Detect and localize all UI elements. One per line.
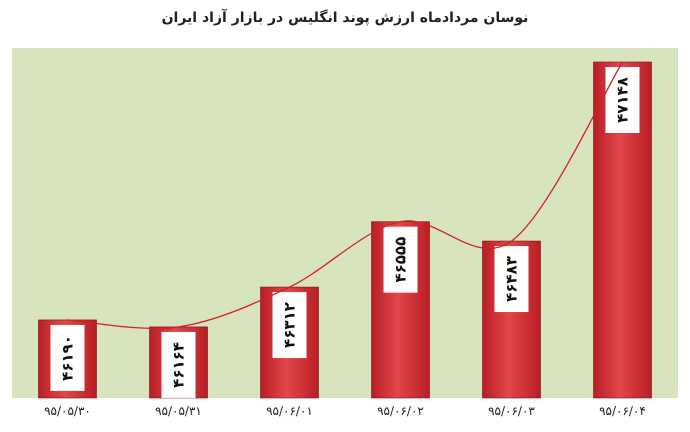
data-label-box	[605, 67, 640, 133]
data-label: ۴۶۴۸۳	[503, 256, 521, 302]
data-label-box	[161, 331, 196, 398]
data-label-box	[272, 292, 307, 359]
data-label-box	[50, 324, 85, 391]
x-tick-label: ۹۵/۰۶/۰۱	[266, 404, 313, 418]
x-tick-label: ۹۵/۰۶/۰۴	[599, 404, 646, 418]
x-tick-label: ۹۵/۰۶/۰۲	[377, 404, 424, 418]
trendline	[67, 61, 624, 330]
data-label: ۴۶۳۱۲	[281, 302, 299, 348]
x-tick-label: ۹۵/۰۵/۳۰	[44, 404, 91, 418]
data-label: ۴۶۵۵۵	[392, 237, 410, 283]
chart-title: نوسان مردادماه ارزش پوند انگلیس در بازار…	[161, 10, 529, 26]
data-label-box	[494, 246, 529, 313]
x-tick-label: ۹۵/۰۵/۳۱	[155, 404, 202, 418]
data-label: ۴۶۱۹۰	[59, 335, 77, 381]
data-label: ۴۷۱۴۸	[614, 77, 632, 123]
x-tick-label: ۹۵/۰۶/۰۳	[488, 404, 535, 418]
data-label: ۴۶۱۶۴	[170, 342, 188, 388]
data-label-box	[383, 226, 418, 293]
plot-area	[12, 48, 678, 398]
